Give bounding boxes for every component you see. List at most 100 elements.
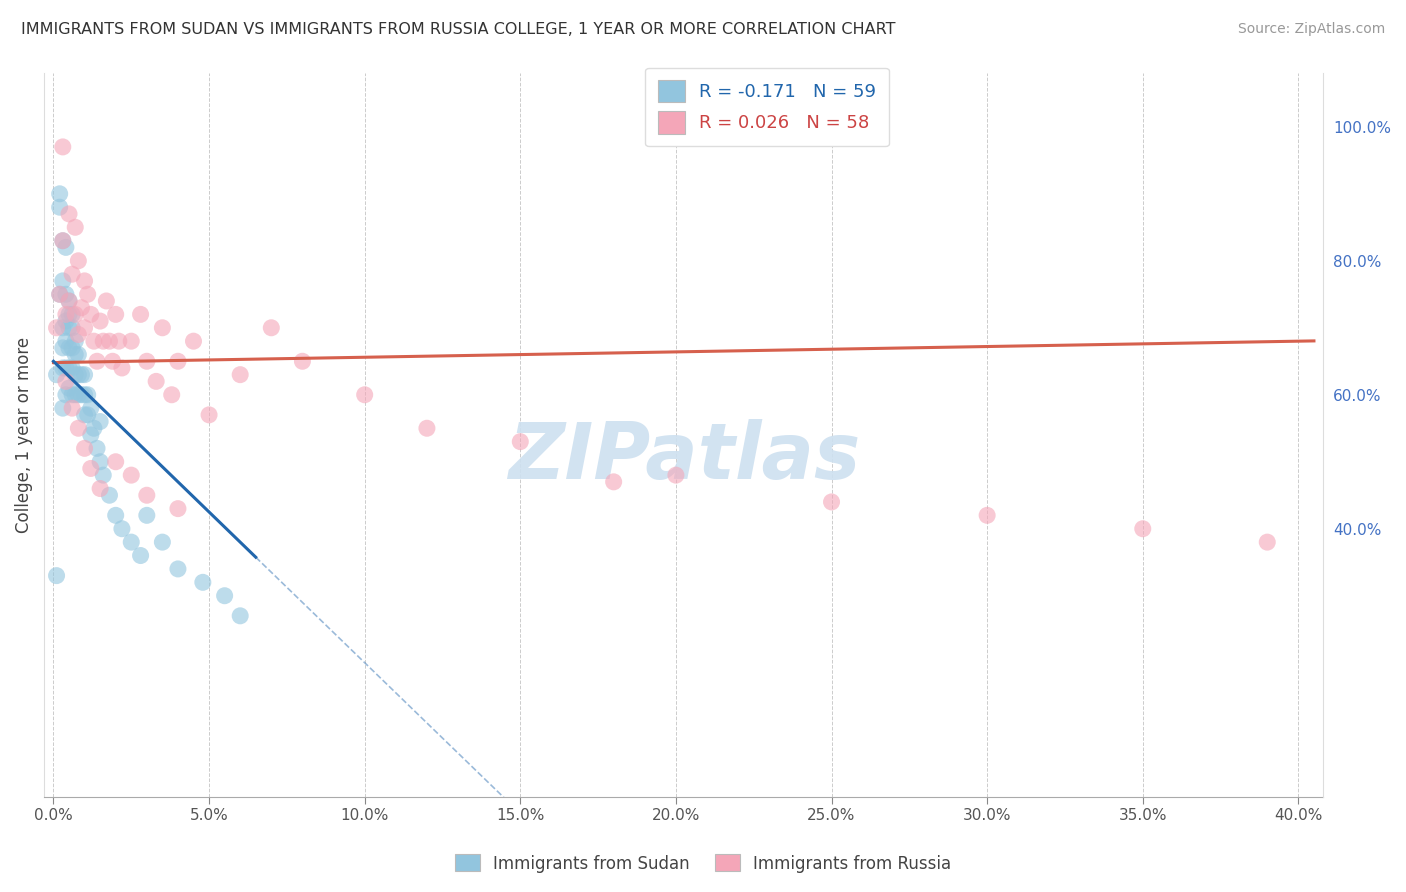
Point [55,388,77,402]
Point [198,408,221,422]
Point [60,320,83,334]
Point [129,307,152,321]
Point [48,200,70,214]
Point [55,307,77,321]
Point [353,388,375,402]
Point [83,421,105,435]
Point [73,388,96,402]
Point [86,354,108,368]
Point [58,207,80,221]
Point [96,293,118,308]
Point [67,388,90,402]
Point [104,455,127,469]
Point [65,347,87,361]
Point [167,562,190,576]
Point [48,186,70,201]
Point [820,495,842,509]
Point [67,347,90,361]
Point [91,468,114,483]
Text: ZIPatlas: ZIPatlas [508,418,860,495]
Point [73,368,96,382]
Point [45,568,67,582]
Legend: Immigrants from Sudan, Immigrants from Russia: Immigrants from Sudan, Immigrants from R… [449,847,957,880]
Point [58,307,80,321]
Point [80,401,103,416]
Point [167,354,190,368]
Point [98,488,121,502]
Point [80,307,103,321]
Point [167,501,190,516]
Point [602,475,624,489]
Point [73,442,96,456]
Point [60,267,83,281]
Point [416,421,439,435]
Point [58,293,80,308]
Point [665,468,688,483]
Point [129,549,152,563]
Point [1132,522,1154,536]
Point [101,354,124,368]
Point [52,401,75,416]
Point [76,388,98,402]
Point [70,388,93,402]
Point [76,408,98,422]
Point [48,287,70,301]
Point [83,334,105,348]
Point [260,320,283,334]
Point [55,361,77,376]
Point [509,434,531,449]
Point [214,589,236,603]
Point [65,307,87,321]
Point [52,234,75,248]
Point [70,301,93,315]
Point [107,334,129,348]
Point [229,368,252,382]
Point [52,320,75,334]
Point [291,354,314,368]
Point [58,381,80,395]
Point [89,482,111,496]
Point [229,608,252,623]
Point [111,361,134,376]
Point [67,368,90,382]
Point [150,535,173,549]
Point [45,368,67,382]
Point [120,535,142,549]
Point [55,240,77,254]
Point [183,334,205,348]
Text: IMMIGRANTS FROM SUDAN VS IMMIGRANTS FROM RUSSIA COLLEGE, 1 YEAR OR MORE CORRELAT: IMMIGRANTS FROM SUDAN VS IMMIGRANTS FROM… [21,22,896,37]
Point [65,368,87,382]
Y-axis label: College, 1 year or more: College, 1 year or more [15,337,32,533]
Point [58,293,80,308]
Point [65,220,87,235]
Point [52,274,75,288]
Point [111,522,134,536]
Point [45,320,67,334]
Point [52,361,75,376]
Point [73,408,96,422]
Point [67,421,90,435]
Point [80,461,103,475]
Point [48,287,70,301]
Point [91,334,114,348]
Legend: R = -0.171   N = 59, R = 0.026   N = 58: R = -0.171 N = 59, R = 0.026 N = 58 [645,68,889,146]
Point [73,320,96,334]
Point [76,287,98,301]
Point [55,314,77,328]
Point [60,361,83,376]
Text: Source: ZipAtlas.com: Source: ZipAtlas.com [1237,22,1385,37]
Point [191,575,214,590]
Point [60,341,83,355]
Point [73,274,96,288]
Point [976,508,998,523]
Point [58,361,80,376]
Point [65,334,87,348]
Point [55,375,77,389]
Point [135,354,157,368]
Point [65,388,87,402]
Point [60,388,83,402]
Point [89,415,111,429]
Point [80,428,103,442]
Point [89,455,111,469]
Point [135,508,157,523]
